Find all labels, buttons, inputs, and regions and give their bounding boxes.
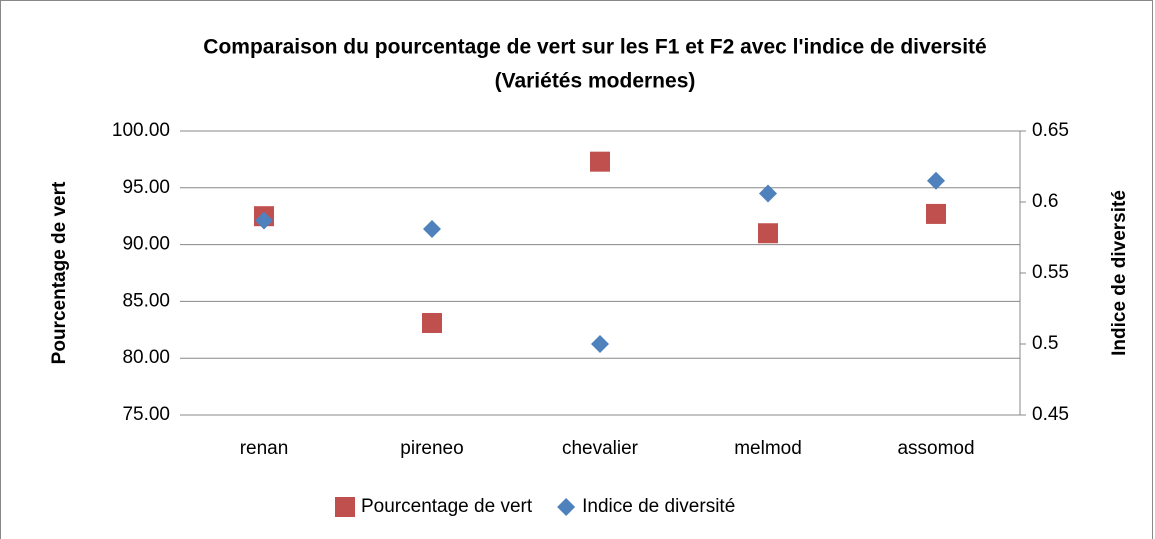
marker-diamond — [591, 335, 609, 353]
legend-marker — [557, 498, 576, 516]
y-tick-label: 75.00 — [122, 404, 170, 425]
legend-label: Indice de diversité — [582, 496, 735, 517]
y2-tick-label: 0.6 — [1032, 191, 1058, 212]
marker-diamond — [423, 219, 441, 238]
y-tick-label: 85.00 — [122, 290, 170, 311]
marker-square — [926, 203, 946, 224]
chart-subtitle: (Variétés modernes) — [495, 70, 696, 93]
legend-marker — [335, 497, 355, 517]
y2-tick-label: 0.5 — [1032, 333, 1058, 354]
marker-diamond — [927, 171, 945, 190]
y-tick-label: 90.00 — [122, 234, 170, 255]
x-tick-label: renan — [240, 438, 289, 459]
y2-tick-label: 0.65 — [1032, 120, 1069, 141]
y-tick-label: 100.00 — [112, 120, 170, 141]
x-tick-label: melmod — [734, 438, 802, 459]
marker-diamond — [759, 184, 777, 203]
y2-axis-label: Indice de diversité — [1109, 190, 1130, 356]
marker-square — [758, 223, 778, 244]
chart-title: Comparaison du pourcentage de vert sur l… — [203, 36, 986, 59]
y-tick-label: 80.00 — [122, 347, 170, 368]
y-axis-label: Pourcentage de vert — [49, 181, 70, 364]
marker-square — [590, 151, 610, 172]
x-tick-label: assomod — [897, 438, 974, 459]
x-tick-label: chevalier — [562, 438, 639, 459]
marker-diamond — [255, 211, 273, 230]
marker-square — [422, 312, 442, 333]
x-tick-label: pireneo — [400, 438, 463, 459]
y2-tick-label: 0.55 — [1032, 262, 1069, 283]
legend-label: Pourcentage de vert — [361, 496, 533, 517]
y-tick-label: 95.00 — [122, 177, 170, 198]
y2-tick-label: 0.45 — [1032, 404, 1069, 425]
